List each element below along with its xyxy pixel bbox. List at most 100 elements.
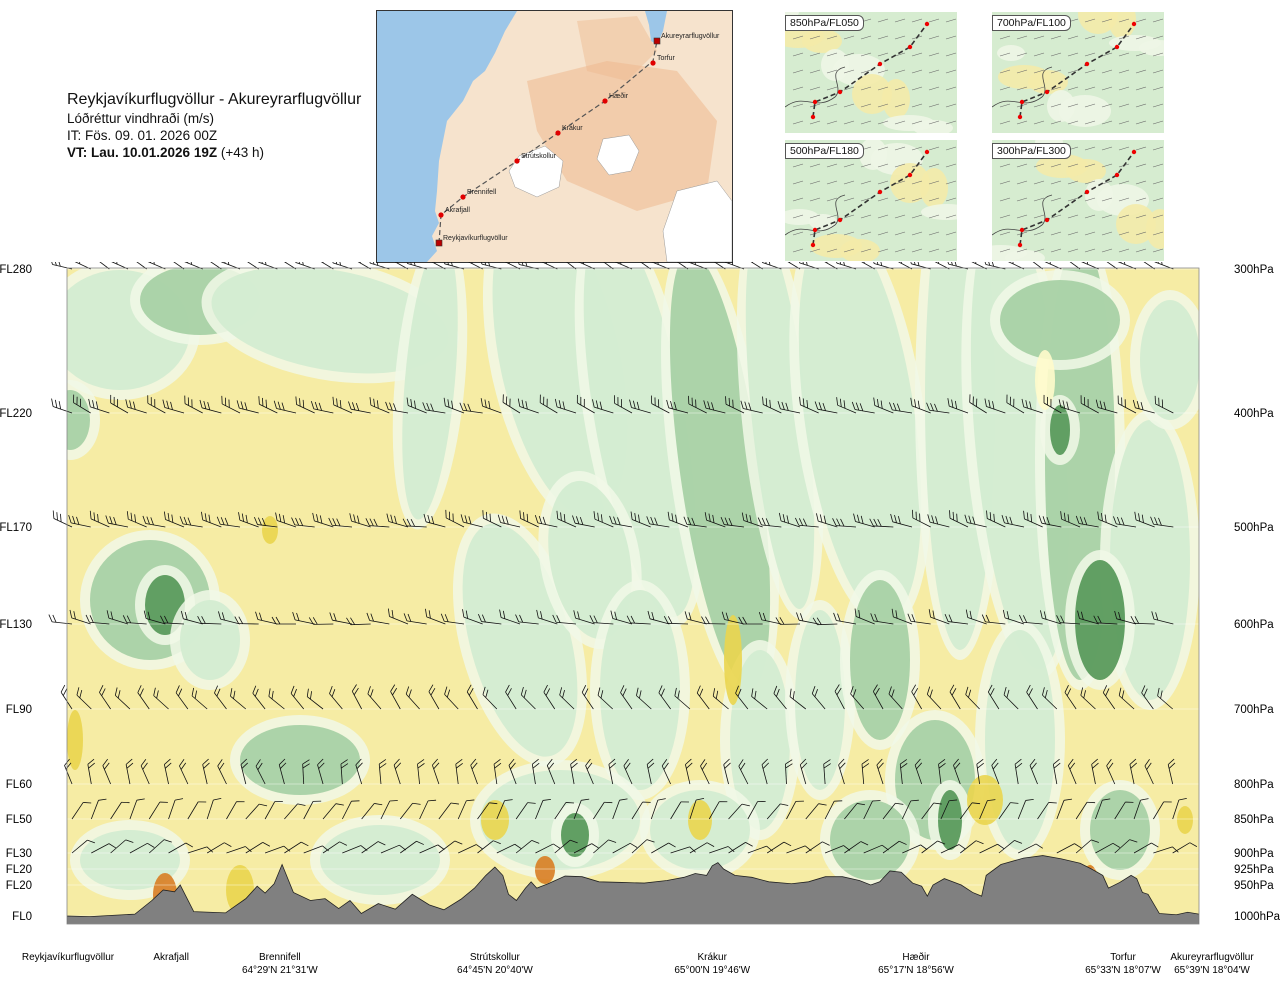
wind-barb (786, 800, 804, 820)
wind-barb (671, 262, 689, 270)
wind-barb (1075, 515, 1099, 528)
wind-barb (631, 839, 655, 854)
wind-barb (777, 401, 801, 414)
waypoint-coord-label: 64°45'N 20°40'W (457, 965, 533, 976)
wind-barb (1003, 686, 1019, 710)
wind-barb (592, 399, 614, 414)
wind-barb (1113, 516, 1137, 528)
wind-barb (329, 612, 353, 625)
wind-barb (366, 612, 390, 625)
valid-time-bold: VT: Lau. 10.01.2026 19Z (67, 145, 218, 160)
wind-barb (805, 841, 830, 854)
wind-barb (1052, 758, 1061, 785)
wind-barb (393, 758, 402, 785)
wind-barb (646, 516, 670, 528)
wind-barb (685, 758, 693, 785)
mini-map-graphic (992, 140, 1164, 261)
wind-barb (1075, 801, 1096, 820)
wind-barb (1006, 394, 1025, 414)
route-title: Reykjavíkurflugvöllur - Akureyrarflugvöl… (67, 91, 362, 108)
wind-barb (199, 399, 222, 414)
pressure-tick-label: 300hPa (1234, 264, 1274, 276)
wind-barb (554, 398, 577, 414)
wind-barb (870, 613, 894, 625)
wind-barb (455, 759, 463, 785)
pressure-tick-label: 925hPa (1234, 864, 1274, 876)
wind-barb (443, 397, 465, 414)
wind-barb (386, 513, 409, 528)
wind-barb (853, 513, 875, 528)
wind-barb (312, 512, 334, 528)
wind-barb (747, 801, 766, 820)
wind-barb (931, 262, 950, 270)
wind-barb (1137, 262, 1155, 270)
wind-barb (850, 686, 865, 710)
wind-barb (1117, 395, 1137, 414)
wind-barb (949, 684, 961, 710)
wind-barb (1141, 685, 1154, 710)
wind-barb (629, 399, 651, 414)
wind-barb (85, 614, 110, 625)
wind-barb (684, 611, 707, 625)
flight-level-tick-label: FL90 (6, 704, 32, 716)
wind-barb (422, 402, 446, 414)
flight-level-tick-label: FL130 (0, 619, 32, 631)
wind-barb (696, 685, 710, 710)
wind-barb (1075, 839, 1099, 854)
wind-barb (1021, 398, 1043, 414)
wind-barb (720, 516, 745, 528)
wind-barb (926, 686, 942, 710)
wind-barb (520, 686, 536, 710)
wind-barb (89, 510, 110, 528)
wind-barb (721, 611, 745, 625)
wind-barb (531, 758, 540, 785)
wind-barb (273, 400, 297, 414)
wind-barb (785, 759, 793, 785)
wind-barb (889, 402, 913, 414)
map-place-label: Akrafjall (445, 207, 470, 214)
wind-barb (953, 758, 961, 785)
wind-barb (353, 262, 371, 270)
waypoint-name-label: Strútskollur (470, 952, 521, 963)
wind-barb (508, 758, 517, 785)
wind-barb (438, 802, 459, 820)
wind-barb (1019, 614, 1043, 625)
wind-barb (863, 800, 881, 820)
wind-barb (73, 394, 91, 414)
wind-barb (912, 509, 931, 528)
wind-barb (361, 803, 383, 820)
wind-barb (367, 686, 382, 710)
wind-barb (187, 801, 207, 820)
wind-barb (987, 684, 1000, 710)
wind-barb (589, 615, 614, 625)
chart-subtitle: Lóðréttur vindhraði (m/s) (67, 111, 215, 126)
wind-barb (444, 686, 459, 710)
wind-barb (890, 513, 913, 528)
pressure-tick-label: 500hPa (1234, 522, 1274, 534)
wind-barb (869, 518, 894, 528)
wind-barb (315, 262, 334, 270)
waypoint-name-label: Akureyrarflugvöllur (1170, 952, 1254, 963)
wind-barb (620, 685, 633, 710)
wind-barb (986, 510, 1006, 528)
wind-barb (378, 759, 387, 785)
wind-barb (723, 758, 731, 785)
wind-barb (596, 262, 614, 270)
wind-barb (964, 514, 987, 528)
wind-barb (369, 397, 390, 414)
mini-map-label: 300hPa/FL300 (992, 143, 1071, 159)
wind-barb (402, 518, 427, 528)
wind-barb (751, 688, 768, 710)
wind-barb (459, 402, 483, 414)
wind-barb (728, 842, 753, 854)
wind-barb (515, 802, 536, 820)
wind-barb (162, 399, 185, 414)
wind-barb (292, 612, 315, 625)
wind-barb (984, 398, 1006, 414)
wind-barb (921, 840, 946, 854)
wind-barb (928, 609, 950, 625)
mini-map-850: 850hPa/FL050 (785, 12, 957, 133)
wind-barb (965, 686, 980, 710)
wind-barb (927, 514, 950, 528)
wind-barb (122, 615, 147, 625)
